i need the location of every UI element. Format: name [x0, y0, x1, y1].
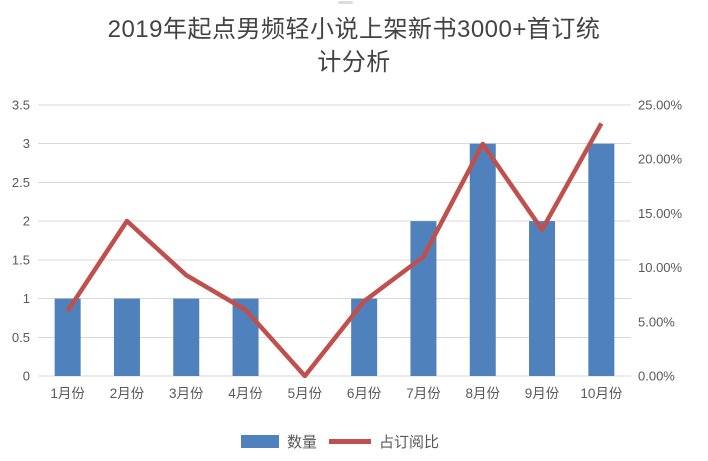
x-axis-category-label: 7月份	[406, 386, 441, 401]
right-axis-tick-label: 5.00%	[638, 314, 675, 329]
left-axis-tick-label: 1.5	[12, 252, 30, 267]
left-axis-tick-label: 1	[23, 291, 30, 306]
left-axis-tick-label: 0	[23, 369, 30, 384]
left-axis-tick-label: 0.5	[12, 330, 30, 345]
cropped-artifact	[338, 1, 353, 4]
bar	[113, 298, 140, 376]
left-axis-tick-label: 3	[23, 136, 30, 151]
bar	[588, 143, 615, 376]
right-axis-tick-label: 10.00%	[638, 260, 683, 275]
bar	[529, 221, 556, 376]
x-axis-category-label: 4月份	[228, 386, 263, 401]
right-axis-tick-label: 15.00%	[638, 206, 683, 221]
chart-title-line1: 2019年起点男频轻小说上架新书3000+首订统	[107, 16, 601, 43]
bar	[410, 221, 437, 376]
x-axis-category-label: 8月份	[465, 386, 500, 401]
bar	[54, 298, 81, 376]
left-axis-tick-label: 2	[23, 214, 30, 229]
combo-chart-plot: 0 0.5 1 1.5 2 2.5 3 3.5 0.00% 5.00% 10.00% 15.00% 20…	[12, 98, 683, 402]
left-axis-tick-label: 2.5	[12, 175, 30, 190]
right-axis-tick-label: 0.00%	[638, 369, 675, 384]
x-axis-category-label: 1月份	[50, 386, 85, 401]
legend-line-label: 占订阅比	[379, 434, 440, 451]
line-series	[65, 122, 604, 379]
bar	[173, 298, 200, 376]
chart-title: 2019年起点男频轻小说上架新书3000+首订统 计分析	[0, 13, 708, 79]
chart-title-line2: 计分析	[317, 49, 391, 76]
x-axis-category-label: 5月份	[288, 386, 323, 401]
chart-legend: 数量 占订阅比	[0, 431, 694, 452]
x-axis-category-label: 10月份	[580, 386, 623, 401]
right-axis-tick-label: 20.00%	[638, 152, 683, 167]
x-axis-category-label: 3月份	[169, 386, 204, 401]
x-axis-category-label: 9月份	[525, 386, 560, 401]
legend-bar-swatch-icon	[240, 435, 279, 448]
legend-line-swatch-icon	[329, 439, 371, 444]
x-axis-category-label: 6月份	[347, 386, 382, 401]
x-axis-category-label: 2月份	[110, 386, 145, 401]
right-axis-tick-label: 25.00%	[638, 98, 683, 113]
left-axis-tick-label: 3.5	[12, 98, 30, 113]
bar	[469, 143, 496, 376]
legend-bar-label: 数量	[286, 434, 317, 451]
